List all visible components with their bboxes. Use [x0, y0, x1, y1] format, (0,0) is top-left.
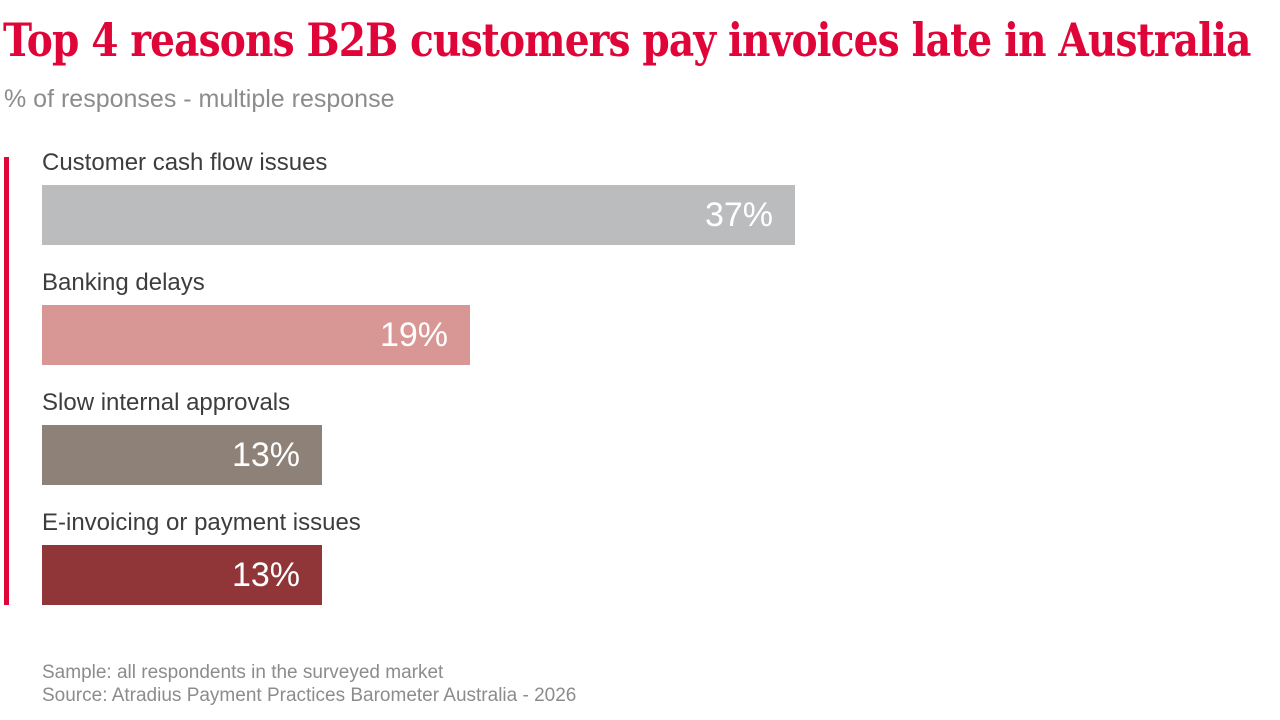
chart-subtitle: % of responses - multiple response	[4, 85, 395, 113]
bar-category-label: Banking delays	[42, 269, 205, 296]
bar-2: 19%	[42, 305, 470, 365]
bar-group: Banking delays 19%	[42, 268, 1242, 365]
source-note: Source: Atradius Payment Practices Barom…	[42, 685, 577, 706]
bar-3: 13%	[42, 425, 322, 485]
bar-value-label: 19%	[379, 315, 448, 354]
bar-chart: Customer cash flow issues 37% Banking dela…	[42, 148, 1242, 628]
accent-line	[4, 157, 9, 605]
bar-group: Customer cash flow issues 37%	[42, 148, 1242, 245]
bar-value-label: 13%	[231, 555, 300, 594]
bar-category-label: Slow internal approvals	[42, 389, 291, 416]
bar-category-label: Customer cash flow issues	[42, 149, 328, 176]
chart-footer: Sample: all respondents in the surveyed …	[42, 661, 576, 707]
bar-group: E-invoicing or payment issues 13%	[42, 508, 1242, 605]
sample-note: Sample: all respondents in the surveyed …	[42, 662, 444, 683]
bar-4: 13%	[42, 545, 322, 605]
bar-group: Slow internal approvals 13%	[42, 388, 1242, 485]
bar-1: 37%	[42, 185, 795, 245]
bar-value-label: 37%	[704, 195, 773, 234]
bar-category-label: E-invoicing or payment issues	[42, 509, 361, 536]
chart-title: Top 4 reasons B2B customers pay invoices…	[3, 13, 1251, 67]
bar-value-label: 13%	[231, 435, 300, 474]
